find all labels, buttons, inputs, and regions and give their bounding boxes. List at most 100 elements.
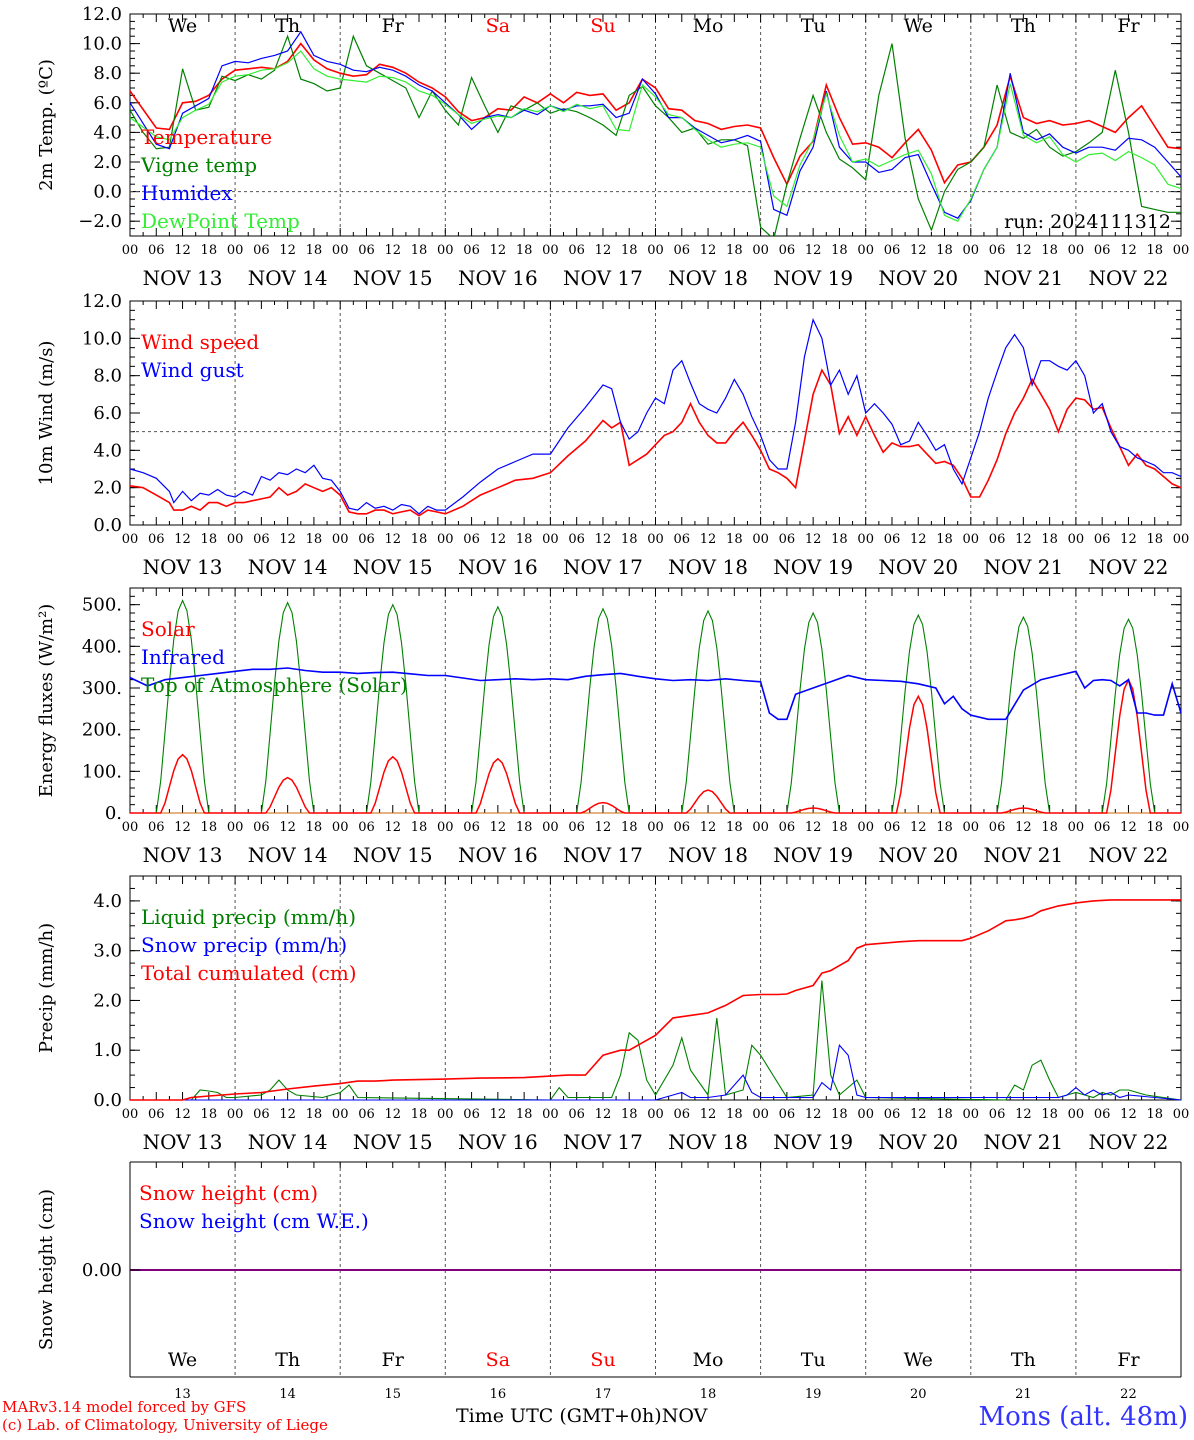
x-hour-label: 12 — [910, 1107, 927, 1122]
x-hour-label: 18 — [411, 820, 428, 835]
weekday-label: We — [168, 15, 197, 37]
x-hour-label: 18 — [621, 243, 638, 258]
x-hour-label: 12 — [490, 532, 507, 547]
weekday-label: We — [168, 1349, 197, 1371]
y-tick-label: 0.0 — [93, 182, 122, 203]
x-hour-label: 18 — [831, 243, 848, 258]
y-tick-label: 6.0 — [93, 403, 122, 424]
x-date-label: NOV 21 — [983, 266, 1063, 290]
x-hour-label: 00 — [122, 820, 139, 835]
x-hour-label: 12 — [910, 532, 927, 547]
x-hour-label: 00 — [437, 820, 454, 835]
x-hour-label: 06 — [674, 1107, 691, 1122]
x-hour-label: 06 — [253, 243, 270, 258]
legend-entry: Vigne temp — [140, 153, 257, 177]
x-hour-label: 18 — [936, 532, 953, 547]
weekday-label: We — [904, 1349, 933, 1371]
x-hour-label: 00 — [542, 243, 559, 258]
x-hour-label: 00 — [647, 532, 664, 547]
x-hour-label: 12 — [384, 1107, 401, 1122]
x-hour-label: 12 — [1015, 243, 1032, 258]
x-hour-label: 12 — [595, 820, 612, 835]
y-tick-label: 12.0 — [82, 291, 122, 312]
x-hour-label: 06 — [253, 820, 270, 835]
legend-entry: Total cumulated (cm) — [141, 961, 357, 985]
x-hour-label: 12 — [279, 820, 296, 835]
x-hour-label: 06 — [463, 243, 480, 258]
x-hour-label: 18 — [411, 532, 428, 547]
legend-entry: Wind speed — [141, 330, 259, 354]
x-hour-label: 18 — [936, 243, 953, 258]
x-hour-label: 06 — [884, 243, 901, 258]
credits: MARv3.14 model forced by GFS (c) Lab. of… — [2, 1398, 328, 1434]
x-date-label: NOV 18 — [668, 555, 748, 579]
day-number-label: 20 — [910, 1387, 927, 1402]
x-hour-label: 12 — [1015, 1107, 1032, 1122]
y-tick-label: 4.0 — [93, 440, 122, 461]
panel-4-ylabel: Precip (mm/h) — [36, 923, 57, 1053]
y-tick-label: 10.0 — [82, 34, 122, 55]
credit-line-2: (c) Lab. of Climatology, University of L… — [2, 1416, 328, 1434]
x-hour-label: 06 — [989, 1107, 1006, 1122]
y-tick-label: 10.0 — [82, 328, 122, 349]
y-tick-label: −2.0 — [78, 211, 122, 232]
x-hour-label: 18 — [516, 1107, 533, 1122]
x-hour-label: 18 — [306, 243, 323, 258]
x-hour-label: 06 — [463, 532, 480, 547]
x-hour-label: 12 — [174, 820, 191, 835]
x-date-label: NOV 21 — [983, 843, 1063, 867]
y-tick-label: 8.0 — [93, 63, 122, 84]
x-hour-label: 12 — [384, 243, 401, 258]
legend-entry: Infrared — [141, 645, 225, 669]
x-hour-label: 06 — [779, 532, 796, 547]
x-hour-label: 12 — [1120, 532, 1137, 547]
x-hour-label: 06 — [779, 820, 796, 835]
weekday-label: Fr — [382, 15, 405, 37]
toa-solar-day-10 — [1075, 618, 1181, 814]
x-hour-label: 12 — [490, 820, 507, 835]
weekday-label: Mo — [693, 1349, 724, 1371]
x-date-label: NOV 22 — [1089, 1130, 1169, 1154]
x-hour-label: 12 — [174, 532, 191, 547]
day-number-label: 18 — [700, 1387, 717, 1402]
x-hour-label: 18 — [201, 532, 218, 547]
x-hour-label: 18 — [201, 243, 218, 258]
station-name: Mons (alt. 48m) — [978, 1402, 1188, 1432]
x-hour-label: 06 — [358, 532, 375, 547]
legend-entry: Humidex — [141, 181, 233, 205]
solar-day-10 — [1075, 677, 1181, 814]
weekday-label: Mo — [693, 15, 724, 37]
panel-3-ylabel: Energy fluxes (W/m²) — [36, 604, 57, 798]
x-hour-label: 06 — [253, 1107, 270, 1122]
x-hour-label: 18 — [516, 532, 533, 547]
x-date-label: NOV 17 — [563, 266, 643, 290]
x-hour-label: 18 — [1146, 1107, 1163, 1122]
series-total-cumulated-cm- — [130, 899, 1181, 1101]
x-hour-label: 00 — [437, 532, 454, 547]
series-vigne-temp — [130, 34, 1181, 236]
weekday-label: Fr — [382, 1349, 405, 1371]
x-hour-label: 00 — [963, 532, 980, 547]
x-hour-label: 18 — [516, 820, 533, 835]
x-date-label: NOV 17 — [563, 1130, 643, 1154]
x-date-label: NOV 19 — [773, 1130, 853, 1154]
weekday-label: Su — [590, 15, 615, 37]
x-hour-label: 12 — [595, 243, 612, 258]
y-tick-label: 1.0 — [93, 1040, 122, 1061]
x-hour-label: 18 — [726, 820, 743, 835]
x-hour-label: 06 — [148, 532, 165, 547]
toa-solar-day-6 — [655, 609, 761, 814]
x-hour-label: 06 — [989, 243, 1006, 258]
x-hour-label: 12 — [805, 243, 822, 258]
x-hour-label: 06 — [989, 532, 1006, 547]
x-hour-label: 00 — [542, 820, 559, 835]
y-tick-label: 3.0 — [93, 941, 122, 962]
x-hour-label: 06 — [674, 820, 691, 835]
day-number-label: 21 — [1015, 1387, 1032, 1402]
x-date-label: NOV 21 — [983, 1130, 1063, 1154]
x-hour-label: 12 — [1120, 1107, 1137, 1122]
x-hour-label: 12 — [910, 243, 927, 258]
x-date-label: NOV 20 — [878, 1130, 958, 1154]
day-number-label: 19 — [805, 1387, 822, 1402]
x-hour-label: 00 — [752, 820, 769, 835]
